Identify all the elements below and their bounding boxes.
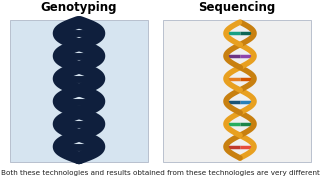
FancyBboxPatch shape [163, 20, 311, 162]
Text: Genotyping: Genotyping [41, 1, 117, 15]
Text: Sequencing: Sequencing [198, 1, 276, 15]
Text: Both these technologies and results obtained from these technologies are very di: Both these technologies and results obta… [1, 170, 319, 176]
FancyBboxPatch shape [10, 20, 148, 162]
